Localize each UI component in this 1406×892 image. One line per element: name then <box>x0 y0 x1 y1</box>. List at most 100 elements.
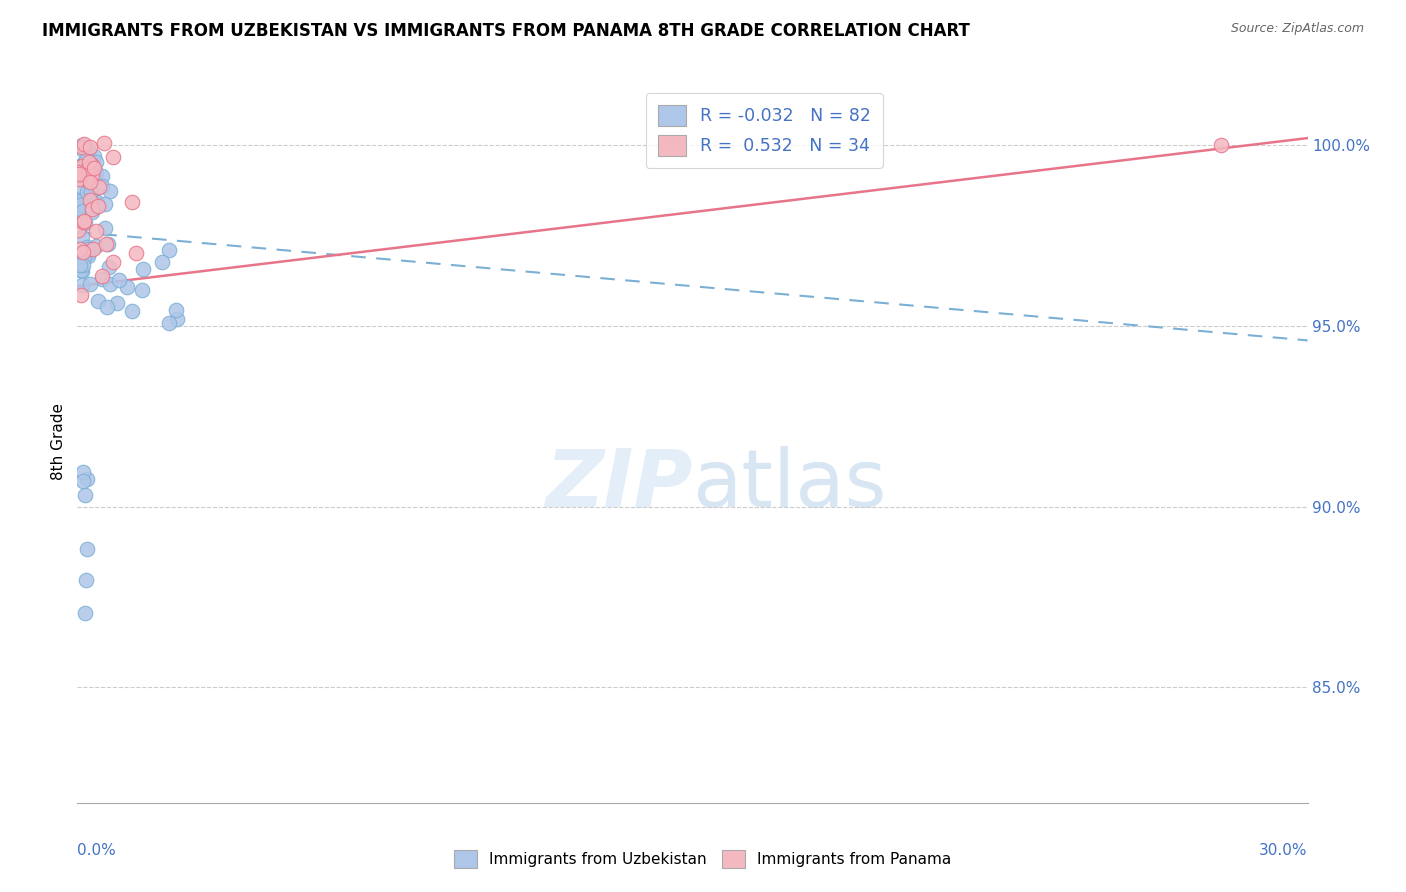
Point <box>84 224 107 238</box>
Point <box>76 141 98 155</box>
Point <box>84 166 107 180</box>
Point <box>115 279 138 293</box>
Point <box>90 178 112 193</box>
Point <box>82 160 104 174</box>
Point <box>72 193 94 207</box>
Text: 30.0%: 30.0% <box>1260 843 1308 857</box>
Point <box>87 294 110 309</box>
Point <box>80 168 103 182</box>
Point <box>86 199 108 213</box>
Point <box>66 165 89 179</box>
Point <box>79 155 101 169</box>
Point <box>75 156 97 170</box>
Point <box>98 184 121 198</box>
Text: 0.0%: 0.0% <box>77 843 117 857</box>
Point <box>77 242 100 256</box>
Point <box>70 277 93 292</box>
Text: Source: ZipAtlas.com: Source: ZipAtlas.com <box>1230 22 1364 36</box>
Point <box>70 160 93 174</box>
Point <box>80 158 103 172</box>
Point <box>69 197 91 211</box>
Point <box>72 474 94 488</box>
Point <box>70 230 93 244</box>
Point <box>98 277 121 291</box>
Point <box>108 273 131 287</box>
Point <box>69 258 91 272</box>
Point <box>76 249 98 263</box>
Point <box>157 317 180 331</box>
Legend: Immigrants from Uzbekistan, Immigrants from Panama: Immigrants from Uzbekistan, Immigrants f… <box>447 843 959 875</box>
Point <box>79 277 101 291</box>
Point <box>75 157 97 171</box>
Point <box>93 197 115 211</box>
Point <box>77 160 100 174</box>
Point <box>75 165 97 179</box>
Point <box>67 167 90 181</box>
Point <box>121 304 143 318</box>
Point <box>76 172 98 186</box>
Point <box>72 465 94 479</box>
Legend: R = -0.032   N = 82, R =  0.532   N = 34: R = -0.032 N = 82, R = 0.532 N = 34 <box>645 93 883 168</box>
Point <box>69 287 91 301</box>
Point <box>97 237 120 252</box>
Point <box>80 194 103 209</box>
Point <box>77 165 100 179</box>
Point <box>70 167 93 181</box>
Point <box>101 150 124 164</box>
Point <box>131 283 153 297</box>
Point <box>83 148 105 162</box>
Point <box>70 159 93 173</box>
Point <box>67 172 90 186</box>
Point <box>72 258 94 272</box>
Point <box>87 199 110 213</box>
Point <box>67 171 90 186</box>
Point <box>96 300 118 314</box>
Point <box>75 153 97 167</box>
Point <box>72 244 94 259</box>
Point <box>66 223 89 237</box>
Point <box>87 180 110 194</box>
Point <box>1211 138 1233 153</box>
Point <box>75 573 97 587</box>
Point <box>76 541 98 556</box>
Point <box>103 255 125 269</box>
Point <box>75 216 97 230</box>
Point <box>86 195 108 210</box>
Point <box>105 295 128 310</box>
Point <box>86 239 108 253</box>
Point <box>121 194 143 209</box>
Point <box>72 157 94 171</box>
Point <box>75 488 97 502</box>
Point <box>72 215 94 229</box>
Y-axis label: 8th Grade: 8th Grade <box>51 403 66 480</box>
Text: atlas: atlas <box>693 446 887 524</box>
Point <box>72 144 94 158</box>
Point <box>70 179 93 194</box>
Point <box>98 260 121 275</box>
Point <box>76 173 98 187</box>
Point <box>67 194 90 208</box>
Point <box>76 185 98 199</box>
Point <box>124 246 146 260</box>
Point <box>93 136 115 150</box>
Point <box>73 137 96 152</box>
Point <box>77 161 100 176</box>
Point <box>75 607 97 621</box>
Point <box>73 250 96 264</box>
Point <box>79 139 101 153</box>
Point <box>91 269 114 284</box>
Point <box>77 246 100 260</box>
Point <box>76 240 98 254</box>
Point <box>79 193 101 207</box>
Point <box>90 272 112 286</box>
Point <box>82 242 104 256</box>
Point <box>72 157 94 171</box>
Point <box>79 175 101 189</box>
Point <box>72 138 94 153</box>
Point <box>69 243 91 257</box>
Point <box>76 472 98 486</box>
Point <box>67 196 90 211</box>
Point <box>90 169 112 184</box>
Point <box>69 161 91 176</box>
Point <box>76 147 98 161</box>
